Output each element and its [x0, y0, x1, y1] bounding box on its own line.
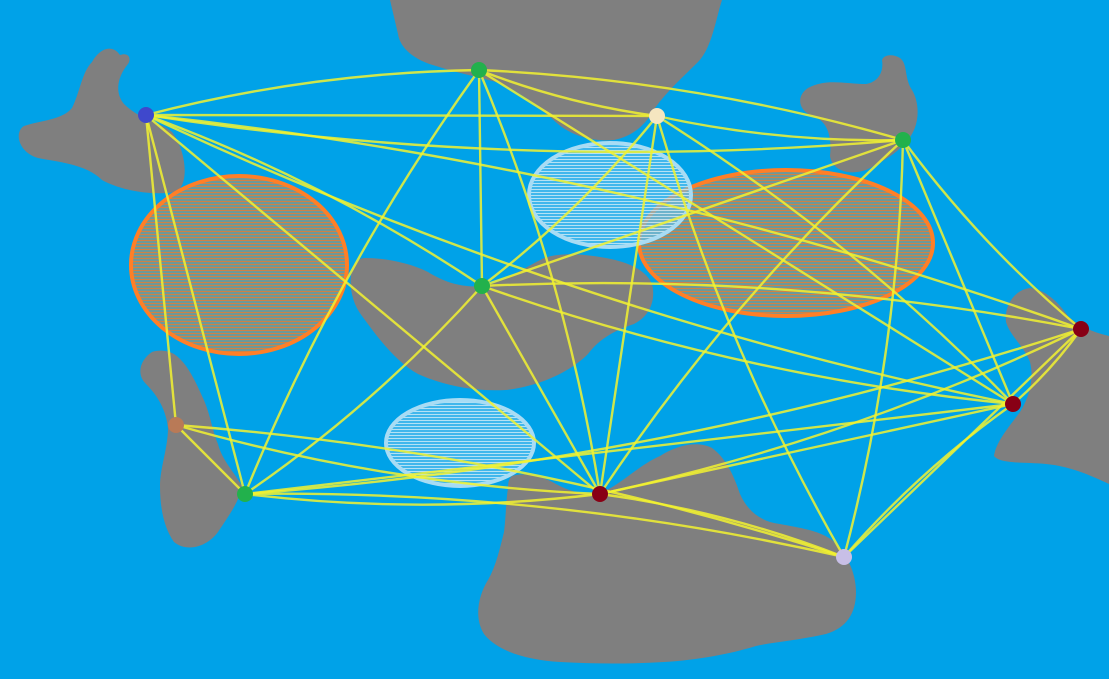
port-p8-marker[interactable] [592, 486, 608, 502]
island-northeast [800, 55, 918, 173]
route-p2-p4 [477, 68, 905, 142]
route-p6-p9 [174, 423, 846, 559]
route-p2-p5 [477, 68, 484, 288]
route-p1-p2 [144, 68, 481, 117]
port-p9-marker[interactable] [836, 549, 852, 565]
route-p6-p1 [144, 113, 178, 427]
route-p4-p11 [901, 138, 1083, 331]
route-p1-p7 [144, 113, 247, 496]
route-p1-p4 [144, 113, 905, 154]
port-p5-marker[interactable] [474, 278, 490, 294]
port-p7-marker[interactable] [237, 486, 253, 502]
route-p9-p10 [842, 402, 1015, 559]
route-p6-p8 [174, 423, 602, 496]
route-p8-p9 [598, 492, 846, 559]
route-p5-p10 [480, 284, 1015, 406]
route-p6-p7 [174, 423, 247, 496]
route-p4-p8 [598, 138, 905, 496]
route-p5-p7 [243, 284, 484, 496]
ports [138, 62, 1089, 565]
route-p2-p7 [243, 68, 481, 496]
route-p3-p4 [655, 114, 905, 142]
route-p3-p5 [480, 114, 659, 288]
route-p10-p11 [1011, 327, 1083, 406]
route-p4-p9 [842, 138, 905, 559]
route-p1-p8 [144, 113, 602, 496]
land-masses [18, 0, 1109, 664]
port-p3-marker[interactable] [649, 108, 665, 124]
route-p9-p11 [842, 327, 1083, 559]
route-p4-p10 [901, 138, 1015, 406]
route-p3-p9 [655, 114, 846, 559]
port-p1-marker[interactable] [138, 107, 154, 123]
route-p7-p10 [243, 402, 1015, 496]
route-p5-p11 [480, 281, 1083, 331]
route-p7-p8 [243, 492, 602, 506]
route-p8-p11 [598, 327, 1083, 496]
calm-zone-south [384, 398, 536, 488]
port-p4-marker[interactable] [895, 132, 911, 148]
route-p3-p8 [598, 114, 659, 496]
sea-routes [144, 68, 1083, 559]
route-p4-p5 [480, 138, 905, 288]
port-p2-marker[interactable] [471, 62, 487, 78]
route-p3-p10 [655, 114, 1015, 406]
continent-south [478, 444, 856, 664]
route-p1-p3 [144, 113, 659, 118]
continent-north [390, 0, 722, 141]
route-p2-p8 [477, 68, 602, 496]
island-southwest [140, 350, 242, 548]
route-p5-p8 [480, 284, 602, 496]
route-p1-p11 [144, 113, 1083, 331]
island-northwest [18, 48, 185, 194]
route-p2-p10 [477, 68, 1015, 406]
route-p7-p9 [243, 492, 846, 559]
route-p2-p3 [477, 68, 659, 118]
port-p6-marker[interactable] [168, 417, 184, 433]
route-p7-p11 [243, 327, 1083, 496]
peninsula-east [994, 288, 1109, 484]
calm-zone-north [527, 141, 693, 249]
port-p10-marker[interactable] [1005, 396, 1021, 412]
port-p11-marker[interactable] [1073, 321, 1089, 337]
storm-zone-west [129, 174, 349, 356]
